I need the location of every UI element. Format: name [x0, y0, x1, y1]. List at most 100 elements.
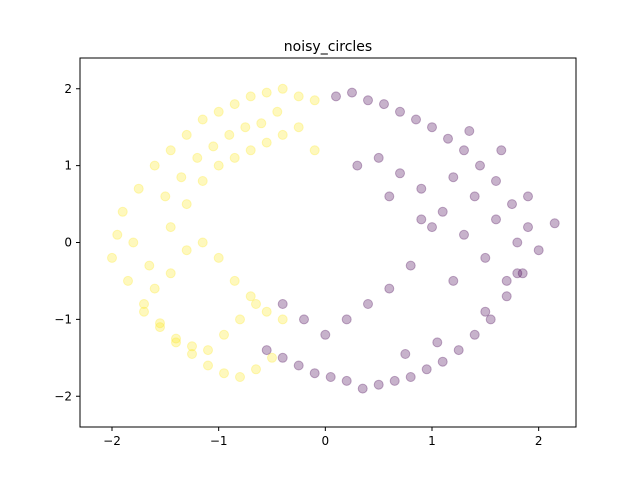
- scatter-point-series-1: [235, 314, 245, 325]
- scatter-point-series-2: [277, 299, 288, 309]
- scatter-point-series-1: [309, 95, 320, 106]
- scatter-point-series-2: [384, 191, 395, 202]
- scatter-point-series-1: [197, 237, 208, 248]
- scatter-point-series-2: [395, 106, 405, 117]
- scatter-point-series-2: [293, 360, 304, 371]
- x-tick-label: −1: [210, 434, 228, 448]
- scatter-point-series-2: [459, 229, 469, 240]
- scatter-point-series-2: [341, 314, 352, 325]
- scatter-point-series-2: [405, 260, 416, 271]
- scatter-point-series-1: [123, 275, 133, 286]
- scatter-point-series-2: [480, 306, 491, 317]
- scatter-point-series-2: [512, 268, 523, 279]
- scatter-point-series-1: [187, 349, 197, 359]
- scatter-point-series-1: [181, 245, 192, 256]
- scatter-point-series-2: [501, 291, 512, 302]
- scatter-point-series-1: [240, 122, 251, 133]
- scatter-point-series-2: [347, 87, 357, 98]
- scatter-point-series-2: [400, 349, 411, 359]
- y-tick-label: 1: [64, 159, 72, 173]
- x-tick-label: 2: [535, 434, 543, 448]
- axes-frame: [79, 57, 577, 428]
- points-layer: [107, 83, 560, 394]
- scatter-point-series-2: [261, 345, 272, 356]
- scatter-point-series-2: [395, 168, 405, 179]
- scatter-point-series-1: [272, 106, 283, 117]
- ticks-layer: −2 −1 0 1 2 −2 −1 0 1 2: [54, 82, 542, 448]
- scatter-point-series-1: [171, 333, 181, 344]
- scatter-point-series-2: [325, 372, 336, 382]
- scatter-point-series-2: [469, 329, 480, 340]
- scatter-point-series-2: [469, 191, 480, 202]
- scatter-point-series-2: [523, 222, 533, 233]
- scatter-point-series-1: [160, 191, 171, 202]
- scatter-point-series-1: [165, 268, 176, 279]
- scatter-point-series-2: [389, 375, 400, 386]
- scatter-point-series-2: [331, 91, 341, 102]
- scatter-point-series-2: [512, 237, 523, 248]
- scatter-point-series-1: [256, 118, 267, 129]
- scatter-point-series-1: [224, 129, 235, 140]
- scatter-point-series-1: [293, 91, 304, 102]
- scatter-point-series-1: [235, 372, 245, 382]
- y-tick-label: 0: [64, 236, 72, 250]
- scatter-point-series-2: [411, 114, 421, 125]
- scatter-point-series-1: [197, 176, 208, 186]
- scatter-point-series-2: [432, 337, 443, 348]
- scatter-point-series-2: [341, 375, 352, 386]
- scatter-point-series-2: [517, 268, 528, 279]
- scatter-point-series-2: [507, 199, 517, 210]
- scatter-point-series-1: [133, 183, 144, 194]
- scatter-point-series-1: [208, 141, 219, 152]
- scatter-point-series-1: [229, 99, 240, 110]
- scatter-point-series-1: [107, 252, 117, 263]
- scatter-point-series-2: [437, 206, 448, 217]
- scatter-point-series-1: [192, 152, 203, 163]
- scatter-point-series-1: [229, 152, 240, 163]
- scatter-point-series-2: [437, 356, 448, 367]
- scatter-point-series-2: [421, 364, 432, 375]
- scatter-point-series-1: [245, 291, 256, 302]
- scatter-point-series-2: [384, 283, 395, 294]
- scatter-point-series-2: [501, 275, 512, 286]
- scatter-point-series-1: [251, 299, 261, 309]
- scatter-point-series-2: [448, 172, 459, 183]
- scatter-point-series-2: [491, 176, 501, 186]
- scatter-point-series-2: [363, 299, 373, 309]
- scatter-point-series-2: [373, 379, 384, 390]
- scatter-point-series-1: [213, 252, 224, 263]
- scatter-point-series-1: [229, 275, 240, 286]
- scatter-point-series-1: [213, 106, 224, 117]
- scatter-point-series-1: [213, 160, 224, 171]
- scatter-point-series-1: [203, 360, 213, 371]
- scatter-point-series-2: [475, 160, 485, 171]
- scatter-point-series-1: [139, 306, 149, 317]
- scatter-point-series-2: [443, 133, 453, 144]
- scatter-point-series-2: [320, 329, 331, 340]
- scatter-point-series-1: [171, 337, 181, 348]
- x-tick-label: 1: [428, 434, 436, 448]
- scatter-point-series-2: [549, 218, 560, 229]
- scatter-point-series-2: [373, 152, 384, 163]
- scatter-point-series-1: [245, 91, 256, 102]
- scatter-point-series-2: [459, 145, 469, 156]
- scatter-point-series-2: [277, 352, 288, 363]
- scatter-point-series-1: [155, 318, 165, 329]
- scatter-point-series-1: [277, 83, 288, 94]
- scatter-point-series-1: [165, 222, 176, 233]
- scatter-point-series-2: [405, 372, 416, 382]
- scatter-point-series-1: [112, 229, 123, 240]
- scatter-point-series-1: [203, 345, 213, 356]
- scatter-point-series-1: [261, 87, 272, 98]
- scatter-point-series-1: [144, 260, 155, 271]
- scatter-point-series-2: [379, 99, 389, 110]
- x-tick-label: 0: [322, 434, 330, 448]
- x-tick-label: −2: [103, 434, 121, 448]
- scatter-point-series-1: [176, 172, 187, 183]
- scatter-point-series-2: [448, 275, 459, 286]
- y-tick-label: −1: [54, 312, 72, 326]
- scatter-point-series-2: [416, 214, 427, 225]
- scatter-point-series-2: [453, 345, 464, 356]
